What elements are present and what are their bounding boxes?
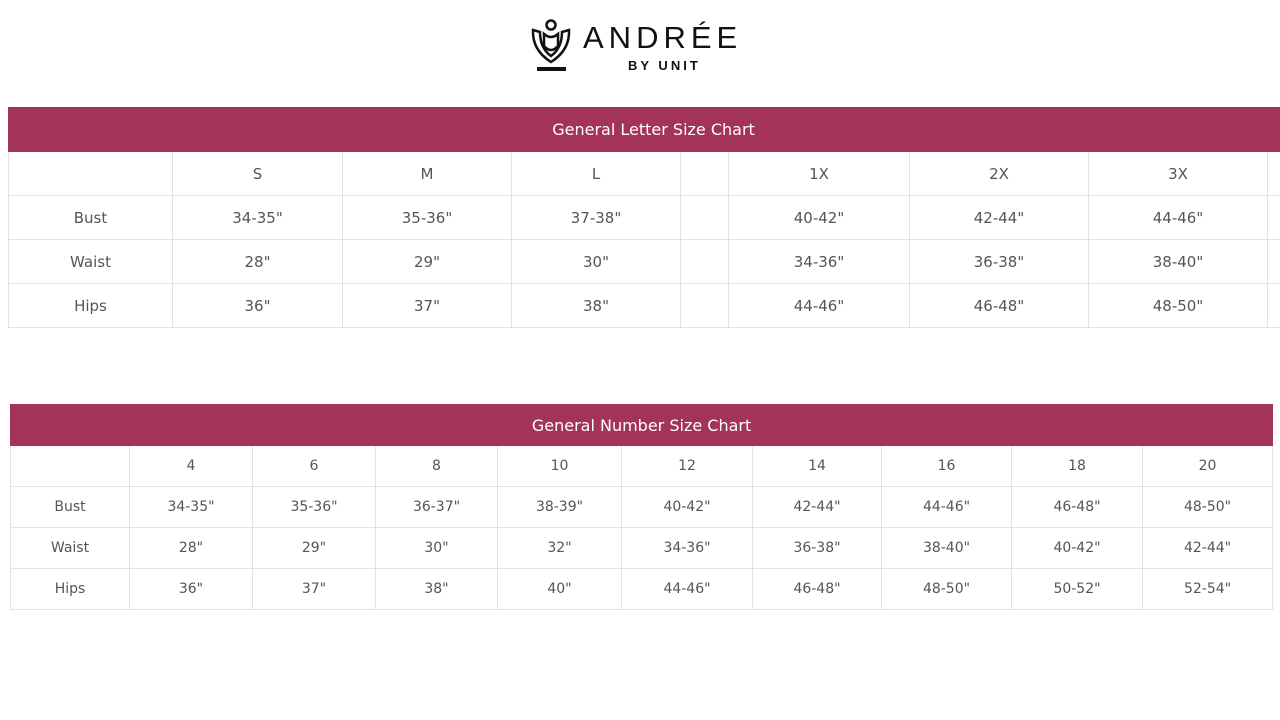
table-row: Hips 36" 37" 38" 40" 44-46" 46-48" 48-50… xyxy=(10,568,1274,610)
size-cell: 18 xyxy=(1011,445,1143,487)
row-label: Bust xyxy=(8,195,173,240)
value-cell: 38" xyxy=(375,568,498,610)
value-cell: 40-42" xyxy=(1011,527,1143,569)
table-row: Hips 36" 37" 38" 44-46" 46-48" 48-50" xyxy=(8,283,1280,328)
value-cell xyxy=(680,239,729,284)
value-cell: 34-35" xyxy=(172,195,343,240)
value-cell: 38-39" xyxy=(497,486,622,528)
size-cell: 2X xyxy=(909,151,1089,196)
size-cell: 3X xyxy=(1088,151,1268,196)
value-cell: 48-50" xyxy=(1141,486,1274,528)
letter-chart-title: General Letter Size Chart xyxy=(7,107,1280,152)
value-cell: 36-38" xyxy=(752,527,882,569)
size-cell: 12 xyxy=(621,445,753,487)
table-row: Waist 28" 29" 30" 34-36" 36-38" 38-40" xyxy=(8,239,1280,284)
value-cell: 42-44" xyxy=(1141,527,1274,569)
value-cell: 38-40" xyxy=(881,527,1012,569)
value-cell: 30" xyxy=(375,527,498,569)
value-cell: 32" xyxy=(497,527,622,569)
size-cell: 6 xyxy=(252,445,376,487)
size-cell: 4 xyxy=(129,445,253,487)
size-cell: 1X xyxy=(728,151,910,196)
table-row: Waist 28" 29" 30" 32" 34-36" 36-38" 38-4… xyxy=(10,527,1274,569)
value-cell: 44-46" xyxy=(621,568,753,610)
andree-logo-icon xyxy=(531,19,571,71)
value-cell: 29" xyxy=(342,239,512,284)
value-cell: 48-50" xyxy=(881,568,1012,610)
value-cell: 36-38" xyxy=(909,239,1089,284)
value-cell: 46-48" xyxy=(752,568,882,610)
value-cell: 37" xyxy=(342,283,512,328)
value-cell: 44-46" xyxy=(881,486,1012,528)
value-cell: 36-37" xyxy=(375,486,498,528)
value-cell: 50-52" xyxy=(1011,568,1143,610)
size-cell: M xyxy=(342,151,512,196)
row-label: Bust xyxy=(10,486,130,528)
size-cell xyxy=(680,151,729,196)
brand-subtitle: BY UNIT xyxy=(628,58,701,73)
value-cell: 34-35" xyxy=(129,486,253,528)
value-cell: 42-44" xyxy=(752,486,882,528)
size-header-row: 4 6 8 10 12 14 16 18 20 xyxy=(10,445,1274,487)
value-cell: 34-36" xyxy=(621,527,753,569)
size-cell: 20 xyxy=(1141,445,1274,487)
size-header-row: S M L 1X 2X 3X xyxy=(8,151,1280,196)
value-cell: 29" xyxy=(252,527,376,569)
size-cell: 14 xyxy=(752,445,882,487)
value-cell: 34-36" xyxy=(728,239,910,284)
row-label: Waist xyxy=(8,239,173,284)
value-cell: 37-38" xyxy=(511,195,681,240)
value-cell: 28" xyxy=(129,527,253,569)
value-cell: 44-46" xyxy=(1088,195,1268,240)
value-cell: 38" xyxy=(511,283,681,328)
size-cell: 10 xyxy=(497,445,622,487)
row-label: Waist xyxy=(10,527,130,569)
value-cell: 36" xyxy=(129,568,253,610)
value-cell: 40" xyxy=(497,568,622,610)
value-cell: 46-48" xyxy=(1011,486,1143,528)
number-chart-title: General Number Size Chart xyxy=(9,404,1274,446)
value-cell: 48-50" xyxy=(1088,283,1268,328)
size-cell: L xyxy=(511,151,681,196)
value-cell: 37" xyxy=(252,568,376,610)
value-cell: 35-36" xyxy=(252,486,376,528)
value-cell: 36" xyxy=(172,283,343,328)
value-cell: 30" xyxy=(511,239,681,284)
size-cell: 8 xyxy=(375,445,498,487)
value-cell: 46-48" xyxy=(909,283,1089,328)
value-cell: 28" xyxy=(172,239,343,284)
size-cell: S xyxy=(172,151,343,196)
value-cell: 38-40" xyxy=(1088,239,1268,284)
number-size-table: General Number Size Chart 4 6 8 10 12 14… xyxy=(9,404,1274,610)
value-cell: 40-42" xyxy=(621,486,753,528)
value-cell: 35-36" xyxy=(342,195,512,240)
table-row: Bust 34-35" 35-36" 37-38" 40-42" 42-44" … xyxy=(8,195,1280,240)
value-cell xyxy=(680,283,729,328)
value-cell: 42-44" xyxy=(909,195,1089,240)
value-cell: 44-46" xyxy=(728,283,910,328)
table-row: Bust 34-35" 35-36" 36-37" 38-39" 40-42" … xyxy=(10,486,1274,528)
row-label: Hips xyxy=(10,568,130,610)
value-cell: 52-54" xyxy=(1141,568,1274,610)
letter-size-table: General Letter Size Chart S M L 1X 2X 3X… xyxy=(7,107,1280,328)
size-cell: 16 xyxy=(881,445,1012,487)
value-cell: 40-42" xyxy=(728,195,910,240)
row-label: Hips xyxy=(8,283,173,328)
brand-name: ANDRÉE xyxy=(583,20,743,55)
value-cell xyxy=(680,195,729,240)
